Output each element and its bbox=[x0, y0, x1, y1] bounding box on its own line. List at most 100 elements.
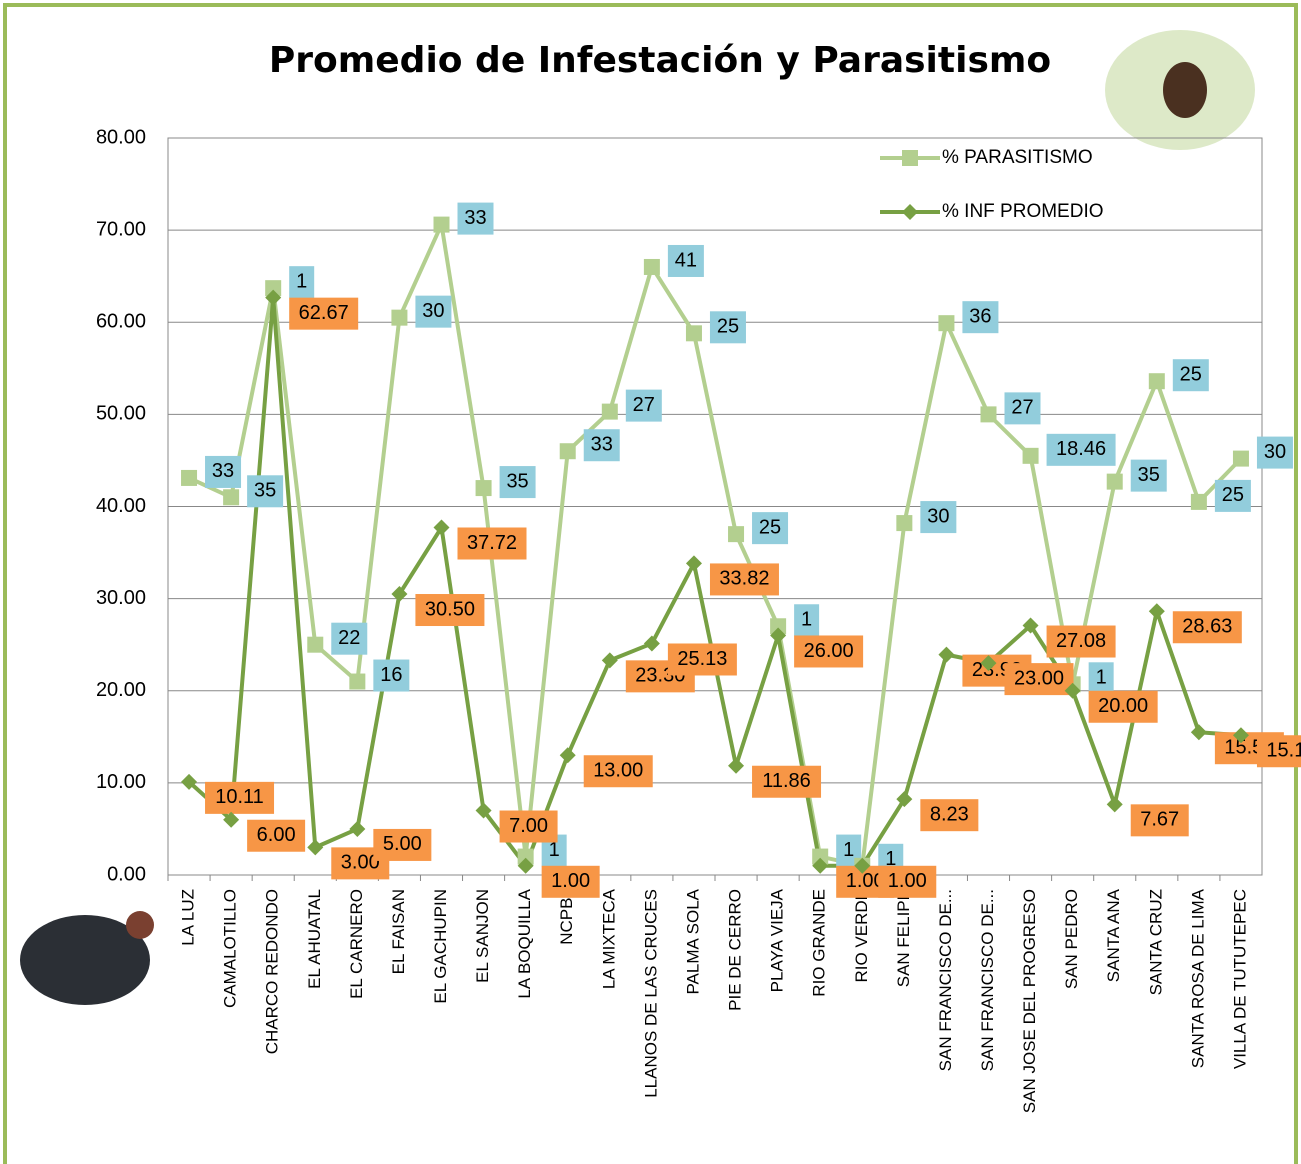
data-label: 6.00 bbox=[257, 824, 296, 846]
x-tick-label: SANTA ROSA DE LIMA bbox=[1188, 888, 1207, 1068]
y-tick-label: 50.00 bbox=[96, 403, 146, 425]
point bbox=[728, 526, 744, 542]
x-tick-label: EL SANJON bbox=[473, 889, 492, 983]
point bbox=[686, 325, 702, 341]
y-tick-label: 80.00 bbox=[96, 126, 146, 148]
data-label: 1 bbox=[296, 270, 307, 292]
point bbox=[307, 637, 323, 653]
page: Promedio de Infestación y Parasitismo 0.… bbox=[0, 0, 1301, 1164]
data-label: 33.82 bbox=[719, 568, 769, 590]
data-label: 25 bbox=[1222, 484, 1244, 506]
data-label: 27 bbox=[633, 394, 655, 416]
data-label: 35 bbox=[506, 470, 528, 492]
data-label: 41 bbox=[675, 249, 697, 271]
y-tick-label: 60.00 bbox=[96, 311, 146, 333]
data-label: 27 bbox=[1011, 397, 1033, 419]
legend-label: % INF PROMEDIO bbox=[942, 201, 1104, 222]
data-label: 30 bbox=[422, 300, 444, 322]
x-tick-label: RIO GRANDE bbox=[810, 889, 829, 997]
data-label: 7.00 bbox=[509, 815, 548, 837]
data-label: 27.08 bbox=[1056, 630, 1106, 652]
point bbox=[349, 674, 365, 690]
data-label: 28.63 bbox=[1182, 616, 1232, 638]
data-label: 35 bbox=[1138, 464, 1160, 486]
data-label: 7.67 bbox=[1140, 809, 1179, 831]
data-label: 20.00 bbox=[1098, 695, 1148, 717]
x-tick-label: SANTA ANA bbox=[1104, 888, 1123, 982]
point bbox=[602, 404, 618, 420]
y-tick-label: 40.00 bbox=[96, 495, 146, 517]
data-label: 33 bbox=[591, 434, 613, 456]
point bbox=[560, 443, 576, 459]
data-label: 35 bbox=[254, 480, 276, 502]
x-tick-label: CAMALOTILLO bbox=[221, 889, 240, 1008]
y-tick-label: 30.00 bbox=[96, 587, 146, 609]
data-label: 18.46 bbox=[1056, 438, 1106, 460]
point bbox=[1233, 451, 1249, 467]
point bbox=[1107, 474, 1123, 490]
y-tick-label: 10.00 bbox=[96, 771, 146, 793]
data-label: 36 bbox=[969, 305, 991, 327]
y-tick-label: 0.00 bbox=[107, 863, 146, 885]
x-tick-label: EL CARNERO bbox=[347, 889, 366, 999]
data-label: 25 bbox=[1180, 363, 1202, 385]
x-tick-label: EL GACHUPIN bbox=[431, 889, 450, 1004]
x-tick-label: EL AHUATAL bbox=[305, 889, 324, 989]
y-tick-label: 70.00 bbox=[96, 218, 146, 240]
data-label: 1 bbox=[843, 839, 854, 861]
point bbox=[981, 406, 997, 422]
chart: Promedio de Infestación y Parasitismo 0.… bbox=[0, 0, 1301, 1164]
x-tick-label: LA MIXTECA bbox=[599, 888, 618, 989]
data-label: 25 bbox=[759, 516, 781, 538]
x-tick-label: SAN JOSE DEL PROGRESO bbox=[1020, 889, 1039, 1113]
x-tick-label: SAN PEDRO bbox=[1062, 889, 1081, 989]
data-label: 33 bbox=[212, 460, 234, 482]
chart-title: Promedio de Infestación y Parasitismo bbox=[269, 40, 1051, 81]
data-label: 37.72 bbox=[467, 532, 517, 554]
x-tick-label: LA BOQUILLA bbox=[515, 888, 534, 998]
x-tick-label: PALMA SOLA bbox=[683, 888, 702, 994]
x-tick-label: CHARCO REDONDO bbox=[263, 889, 282, 1054]
x-tick-label: VILLA DE TUTUTEPEC bbox=[1230, 889, 1249, 1069]
point bbox=[1023, 448, 1039, 464]
data-label: 1.00 bbox=[888, 870, 927, 892]
point bbox=[644, 259, 660, 275]
data-label: 62.67 bbox=[299, 302, 349, 324]
legend-label: % PARASITISMO bbox=[942, 147, 1093, 168]
x-tick-label: SAN FELIPE bbox=[894, 889, 913, 987]
point bbox=[181, 470, 197, 486]
point bbox=[391, 310, 407, 326]
data-label: 23.00 bbox=[1014, 667, 1064, 689]
data-label: 30 bbox=[927, 505, 949, 527]
x-tick-label: SANTA CRUZ bbox=[1146, 889, 1165, 995]
x-tick-label: PLAYA VIEJA bbox=[768, 888, 787, 992]
x-tick-label: EL FAISAN bbox=[389, 889, 408, 974]
x-tick-label: RIO VERDE bbox=[852, 889, 871, 983]
point bbox=[938, 315, 954, 331]
x-tick-label: SAN FRANCISCO DE... bbox=[978, 889, 997, 1071]
data-label: 33 bbox=[464, 207, 486, 229]
point bbox=[434, 217, 450, 233]
data-label: 30.50 bbox=[425, 598, 475, 620]
data-label: 1 bbox=[801, 609, 812, 631]
data-label: 26.00 bbox=[804, 640, 854, 662]
point bbox=[896, 515, 912, 531]
data-label: 25 bbox=[717, 316, 739, 338]
data-label: 16 bbox=[380, 664, 402, 686]
data-label: 22 bbox=[338, 627, 360, 649]
point bbox=[476, 480, 492, 496]
data-label: 13.00 bbox=[593, 760, 643, 782]
data-label: 25.13 bbox=[677, 648, 727, 670]
data-label: 1 bbox=[1096, 667, 1107, 689]
data-label: 5.00 bbox=[383, 833, 422, 855]
data-label: 15.17 bbox=[1266, 740, 1301, 762]
data-label: 1.00 bbox=[551, 870, 590, 892]
point bbox=[1149, 373, 1165, 389]
x-tick-label: PIE DE CERRO bbox=[726, 889, 745, 1011]
x-tick-label: SAN FRANCISCO DE... bbox=[936, 889, 955, 1071]
point bbox=[1191, 494, 1207, 510]
data-label: 30 bbox=[1264, 441, 1286, 463]
data-label: 10.11 bbox=[215, 786, 264, 808]
point bbox=[902, 150, 918, 166]
point bbox=[223, 489, 239, 505]
